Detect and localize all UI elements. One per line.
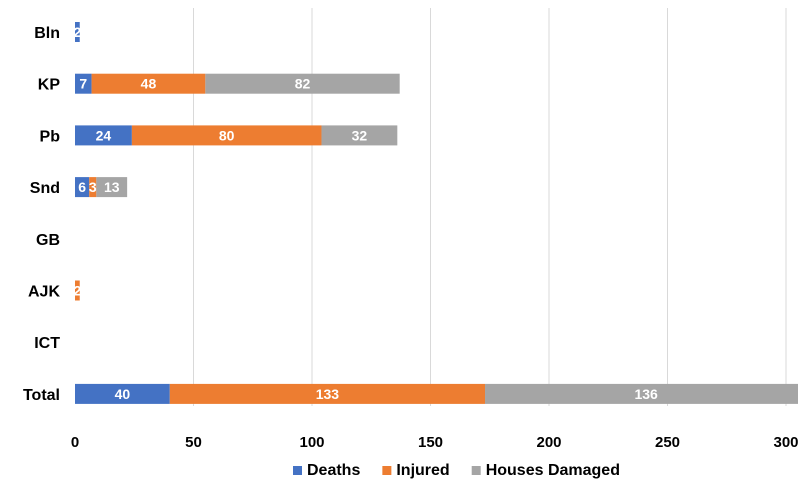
legend-swatch-houses-damaged: [471, 466, 481, 475]
x-tick-label: 0: [71, 434, 79, 451]
category-label-bln: Bln: [34, 25, 60, 42]
data-label-snd-deaths: 6: [78, 179, 86, 195]
bar-total-injured: [169, 383, 486, 404]
data-label-snd-injured: 3: [89, 179, 97, 195]
legend: Deaths Injured Houses Damaged: [293, 462, 620, 479]
bar-total-deaths: [75, 383, 170, 404]
gridlines: [193, 8, 787, 406]
category-label-pb: Pb: [40, 128, 61, 145]
bar-pb-deaths: [75, 125, 132, 146]
data-label-pb-houses-damaged: 32: [352, 127, 368, 143]
bar-pb-houses-damaged: [321, 125, 398, 146]
x-tick-label: 150: [418, 434, 443, 451]
data-label-total-deaths: 40: [115, 386, 131, 402]
data-label-bln-deaths: 2: [73, 24, 81, 40]
legend-label-deaths: Deaths: [307, 462, 360, 479]
bar-kp-injured: [91, 73, 206, 94]
category-labels: Bln KP Pb Snd GB AJK ICT Total: [23, 25, 60, 404]
data-label-ajk-injured: 2: [73, 283, 81, 299]
bar-ajk-injured: [75, 280, 80, 301]
category-label-ict: ICT: [34, 335, 60, 352]
data-label-kp-deaths: 7: [79, 76, 87, 92]
bar-snd-injured: [89, 177, 97, 198]
data-label-snd-houses-damaged: 13: [104, 179, 120, 195]
category-label-ajk: AJK: [28, 284, 60, 301]
bar-bln-deaths: [75, 22, 80, 42]
x-tick-label: 200: [536, 434, 561, 451]
data-label-kp-houses-damaged: 82: [295, 76, 311, 92]
x-tick-label: 300: [773, 434, 798, 451]
bar-snd-deaths: [75, 177, 90, 198]
legend-swatch-injured: [382, 466, 392, 475]
legend-label-houses-damaged: Houses Damaged: [486, 462, 620, 479]
category-label-total: Total: [23, 387, 60, 404]
data-label-total-injured: 133: [316, 386, 340, 402]
x-tick-label: 50: [185, 434, 202, 451]
data-label-total-houses-damaged: 136: [634, 386, 658, 402]
data-label-kp-injured: 48: [141, 76, 157, 92]
category-label-snd: Snd: [30, 180, 60, 197]
bar-snd-houses-damaged: [96, 177, 128, 198]
bar-kp-houses-damaged: [205, 73, 400, 94]
x-tick-label: 250: [655, 434, 680, 451]
bars: 2 7 48 82 24 80 32 6 3 13 2 40 133 136: [73, 22, 798, 404]
data-label-pb-deaths: 24: [96, 127, 112, 143]
bar-kp-deaths: [75, 73, 92, 94]
category-label-gb: GB: [36, 232, 60, 249]
bar-pb-injured: [131, 125, 322, 146]
x-tick-label: 100: [299, 434, 324, 451]
x-tick-labels: 0 50 100 150 200 250 300: [71, 434, 798, 451]
legend-label-injured: Injured: [396, 462, 449, 479]
category-label-kp: KP: [38, 77, 61, 94]
bar-total-houses-damaged: [485, 383, 798, 404]
legend-swatch-deaths: [293, 466, 302, 475]
data-label-pb-injured: 80: [219, 127, 235, 143]
